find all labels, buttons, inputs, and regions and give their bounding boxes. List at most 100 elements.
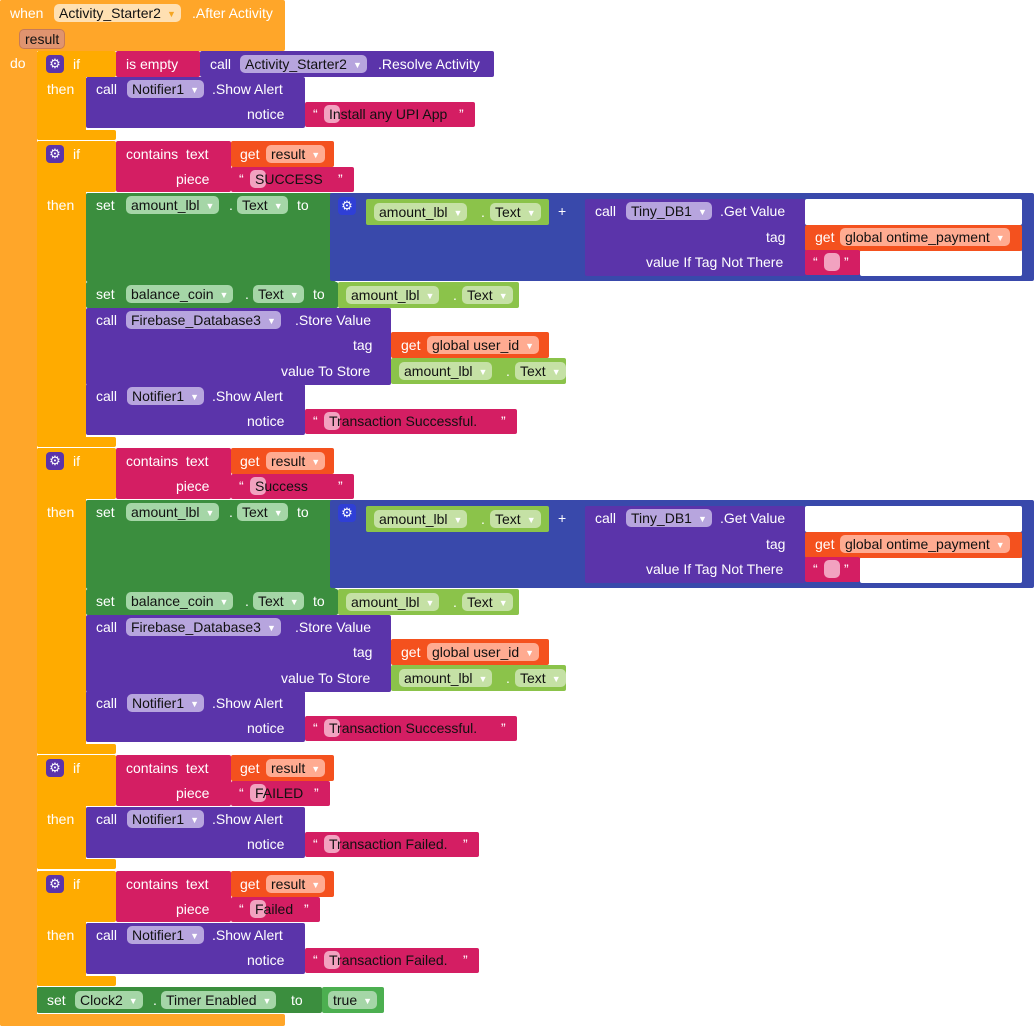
component-dropdown[interactable]: Firebase_Database3 ▼	[126, 618, 281, 636]
component-dropdown[interactable]: Activity_Starter2 ▼	[240, 55, 367, 73]
component-dropdown[interactable]: Firebase_Database3 ▼	[126, 311, 281, 329]
variable-dropdown[interactable]: global ontime_payment ▼	[840, 228, 1010, 246]
string-value[interactable]: Transaction Successful.	[324, 412, 477, 430]
property-dropdown[interactable]: Timer Enabled ▼	[161, 991, 277, 1009]
component-dropdown[interactable]: amount_lbl ▼	[399, 669, 493, 687]
component-dropdown[interactable]: Activity_Starter2 ▼	[54, 4, 181, 22]
dropdown-value: result	[271, 146, 306, 162]
string-value[interactable]: Success	[250, 477, 308, 495]
contains-text-block[interactable]	[116, 755, 231, 806]
component-dropdown[interactable]: amount_lbl ▼	[346, 593, 440, 611]
property-dropdown[interactable]: Text ▼	[462, 286, 513, 304]
param-result[interactable]: result	[19, 29, 66, 49]
set-label: set	[96, 504, 115, 520]
variable-dropdown[interactable]: global user_id ▼	[427, 336, 540, 354]
component-dropdown[interactable]: Notifier1 ▼	[127, 387, 205, 405]
component-dropdown[interactable]: Clock2 ▼	[75, 991, 143, 1009]
contains-text-block[interactable]	[116, 448, 231, 499]
component-dropdown[interactable]: Notifier1 ▼	[127, 810, 205, 828]
variable-dropdown[interactable]: result ▼	[266, 759, 326, 777]
chevron-down-icon: ▼	[995, 540, 1005, 550]
variable-dropdown[interactable]: result ▼	[266, 875, 326, 893]
component-dropdown[interactable]: amount_lbl ▼	[374, 203, 468, 221]
gear-icon[interactable]: ⚙	[46, 145, 64, 163]
component-dropdown[interactable]: balance_coin ▼	[126, 285, 234, 303]
string-value[interactable]: Transaction Failed.	[324, 951, 448, 969]
chevron-down-icon: ▼	[526, 515, 536, 525]
value-label: value To Store	[281, 670, 371, 686]
variable-dropdown[interactable]: global user_id ▼	[427, 643, 540, 661]
do-label: do	[10, 55, 26, 71]
component-dropdown[interactable]: Notifier1 ▼	[127, 80, 205, 98]
component-dropdown[interactable]: Tiny_DB1 ▼	[626, 509, 712, 527]
gear-icon[interactable]: ⚙	[46, 452, 64, 470]
get-label: get	[815, 536, 835, 552]
notice-label: notice	[247, 720, 285, 736]
string-value[interactable]: Install any UPI App	[324, 105, 447, 123]
method-label: .Show Alert	[212, 388, 283, 404]
property-dropdown[interactable]: Text ▼	[490, 510, 541, 528]
string-value[interactable]: Failed	[250, 900, 293, 918]
variable-dropdown[interactable]: result ▼	[266, 452, 326, 470]
dropdown-value: Firebase_Database3	[131, 619, 261, 635]
string-value[interactable]	[824, 560, 840, 578]
text-string-block[interactable]	[231, 897, 320, 922]
gear-icon[interactable]: ⚙	[46, 55, 64, 73]
dropdown-value: Activity_Starter2	[245, 56, 347, 72]
call-label: call	[96, 695, 118, 711]
variable-dropdown[interactable]: global ontime_payment ▼	[840, 535, 1010, 553]
chevron-down-icon: ▼	[266, 623, 276, 633]
text-string-block[interactable]	[305, 716, 517, 741]
piece-label: piece	[176, 901, 210, 917]
string-value[interactable]	[824, 253, 840, 271]
join-gap	[805, 506, 1022, 532]
dropdown-value: Text	[242, 504, 268, 520]
text-string-block[interactable]	[305, 409, 517, 434]
property-dropdown[interactable]: Text ▼	[490, 203, 541, 221]
property-dropdown[interactable]: Text ▼	[253, 592, 304, 610]
string-value[interactable]: SUCCESS	[250, 170, 323, 188]
component-dropdown[interactable]: amount_lbl ▼	[399, 362, 493, 380]
dropdown-value: result	[271, 760, 306, 776]
contains-text-label: contains text	[126, 876, 209, 892]
contains-text-block[interactable]	[116, 871, 231, 922]
component-dropdown[interactable]: Notifier1 ▼	[127, 926, 205, 944]
dropdown-value: Tiny_DB1	[631, 510, 692, 526]
is-empty-block[interactable]	[116, 51, 200, 77]
variable-dropdown[interactable]: result ▼	[266, 145, 326, 163]
text-string-block[interactable]	[231, 781, 330, 806]
string-value[interactable]: FAILED	[250, 784, 303, 802]
contains-text-block[interactable]	[116, 141, 231, 192]
component-dropdown[interactable]: balance_coin ▼	[126, 592, 234, 610]
boolean-dropdown[interactable]: true ▼	[328, 991, 378, 1009]
dropdown-value: result	[25, 31, 60, 47]
string-value[interactable]: Transaction Failed.	[324, 835, 448, 853]
tag-label: tag	[353, 337, 373, 353]
component-dropdown[interactable]: amount_lbl ▼	[126, 196, 220, 214]
gear-icon[interactable]: ⚙	[46, 759, 64, 777]
component-dropdown[interactable]: amount_lbl ▼	[346, 286, 440, 304]
property-dropdown[interactable]: Text ▼	[237, 196, 288, 214]
chevron-down-icon: ▼	[262, 996, 272, 1006]
gear-icon[interactable]: ⚙	[46, 875, 64, 893]
component-dropdown[interactable]: Notifier1 ▼	[127, 694, 205, 712]
component-dropdown[interactable]: amount_lbl ▼	[126, 503, 220, 521]
property-dropdown[interactable]: Text ▼	[253, 285, 304, 303]
property-dropdown[interactable]: Text ▼	[515, 362, 566, 380]
chevron-down-icon: ▼	[219, 290, 229, 300]
property-dropdown[interactable]: Text ▼	[462, 593, 513, 611]
chevron-down-icon: ▼	[166, 9, 176, 19]
gear-icon[interactable]: ⚙	[338, 504, 356, 522]
component-dropdown[interactable]: amount_lbl ▼	[374, 510, 468, 528]
string-value[interactable]: Transaction Successful.	[324, 719, 477, 737]
property-dropdown[interactable]: Text ▼	[237, 503, 288, 521]
method-label: .Get Value	[720, 203, 786, 219]
open-quote: “	[313, 720, 318, 736]
then-label: then	[47, 81, 75, 97]
chevron-down-icon: ▼	[498, 291, 508, 301]
dropdown-value: FAILED	[255, 785, 304, 801]
component-dropdown[interactable]: Tiny_DB1 ▼	[626, 202, 712, 220]
gear-icon[interactable]: ⚙	[338, 197, 356, 215]
property-dropdown[interactable]: Text ▼	[515, 669, 566, 687]
